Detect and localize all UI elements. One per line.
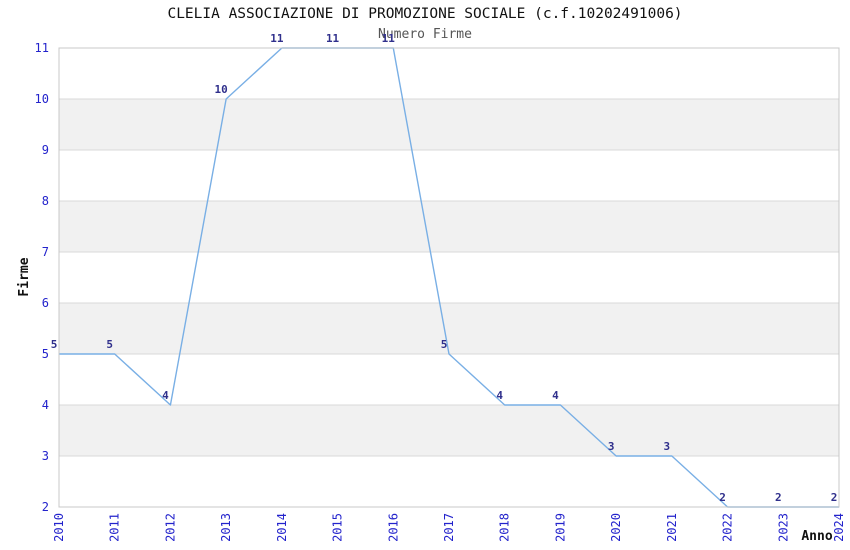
zebra-band	[59, 405, 839, 456]
x-tick-label: 2020	[609, 513, 623, 542]
x-tick-label: 2018	[498, 513, 512, 542]
chart-subtitle: Numero Firme	[378, 27, 472, 42]
chart-title: CLELIA ASSOCIAZIONE DI PROMOZIONE SOCIAL…	[167, 6, 683, 22]
zebra-band	[59, 201, 839, 252]
data-point-label: 2	[719, 491, 726, 504]
y-tick-label: 11	[35, 41, 49, 55]
x-tick-label: 2012	[163, 513, 177, 542]
x-tick-label: 2016	[386, 513, 400, 542]
y-tick-label: 2	[42, 500, 49, 514]
series-line	[59, 47, 839, 508]
data-point-label: 4	[162, 389, 169, 402]
data-point-label: 4	[496, 389, 503, 402]
y-tick-label: 6	[42, 296, 49, 310]
data-point-label: 3	[608, 440, 615, 453]
y-tick-label: 9	[42, 143, 49, 157]
y-tick-label: 3	[42, 449, 49, 463]
data-point-label: 11	[270, 32, 284, 45]
x-tick-label: 2014	[275, 513, 289, 542]
x-tick-label: 2015	[331, 513, 345, 542]
y-tick-label: 5	[42, 347, 49, 361]
x-tick-label: 2017	[442, 513, 456, 542]
x-tick-label: 2023	[776, 513, 790, 542]
x-tick-label: 2019	[553, 513, 567, 542]
x-tick-label: 2011	[108, 513, 122, 542]
x-tick-label: 2022	[721, 513, 735, 542]
zebra-band	[59, 99, 839, 150]
x-tick-label: 2010	[52, 513, 66, 542]
x-tick-label: 2024	[832, 513, 846, 542]
data-point-label: 5	[441, 338, 448, 351]
y-tick-label: 7	[42, 245, 49, 259]
data-point-label: 5	[106, 338, 113, 351]
data-point-label: 3	[664, 440, 671, 453]
data-point-label: 10	[215, 83, 228, 96]
data-point-label: 2	[775, 491, 782, 504]
data-point-label: 2	[831, 491, 838, 504]
data-point-label: 5	[51, 338, 58, 351]
y-tick-label: 4	[42, 398, 49, 412]
plot-border	[58, 47, 840, 508]
x-axis-title: Anno	[801, 529, 833, 544]
x-tick-label: 2013	[219, 513, 233, 542]
y-tick-label: 10	[35, 92, 49, 106]
y-tick-label: 8	[42, 194, 49, 208]
data-point-label: 11	[382, 32, 396, 45]
x-tick-label: 2021	[665, 513, 679, 542]
data-point-label: 4	[552, 389, 559, 402]
data-point-label: 11	[326, 32, 340, 45]
zebra-band	[59, 303, 839, 354]
